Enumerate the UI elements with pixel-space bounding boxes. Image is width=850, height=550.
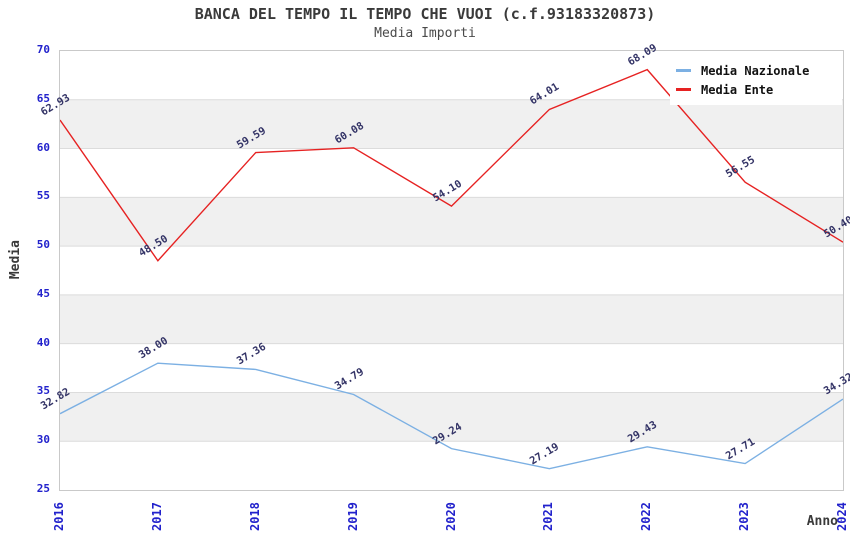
x-tick-label: 2016 (52, 502, 66, 531)
legend-swatch-media-nazionale (676, 69, 691, 72)
y-tick-label: 45 (36, 286, 50, 300)
y-tick-label: 25 (36, 482, 50, 495)
y-tick-label: 50 (36, 238, 50, 252)
plot-area (59, 50, 844, 491)
legend: Media Nazionale Media Ente (670, 55, 842, 105)
stripe-band (60, 294, 843, 344)
y-tick-label: 55 (36, 189, 50, 203)
x-tick-label: 2019 (345, 502, 360, 531)
x-tick-label: 2022 (639, 502, 654, 531)
chart-subtitle: Media Importi (374, 26, 476, 41)
line-chart-svg (60, 68, 843, 470)
x-tick-label: 2018 (247, 502, 262, 531)
y-tick-label: 60 (36, 140, 50, 154)
legend-item: Media Nazionale (676, 61, 842, 80)
y-tick-label: 65 (36, 91, 50, 105)
chart-title: BANCA DEL TEMPO IL TEMPO CHE VUOI (c.f.9… (194, 5, 656, 23)
legend-item: Media Ente (676, 80, 842, 99)
y-tick-label: 30 (36, 433, 50, 447)
legend-label: Media Nazionale (701, 63, 810, 78)
series-line-media-ente (60, 68, 843, 262)
y-tick-label: 40 (36, 335, 50, 349)
legend-swatch-media-ente (676, 88, 691, 91)
x-tick-label: 2020 (443, 502, 458, 531)
stripe-band (60, 392, 843, 442)
x-tick-label: 2021 (541, 502, 556, 531)
y-tick-label: 70 (36, 43, 50, 56)
y-tick-label: 35 (36, 384, 50, 398)
series-line-media-nazionale (60, 362, 843, 470)
x-axis-title: Anno (806, 514, 838, 529)
legend-label: Media Ente (701, 82, 774, 97)
stripe-band (60, 99, 843, 149)
x-tick-label: 2023 (737, 502, 752, 531)
x-tick-label: 2017 (149, 502, 164, 531)
